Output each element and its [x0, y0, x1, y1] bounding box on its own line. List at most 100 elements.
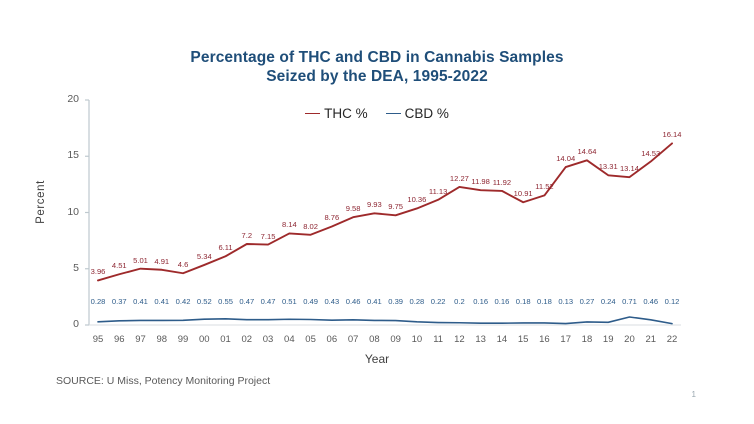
x-axis-tick-label: 95	[92, 334, 104, 345]
x-axis-tick-label: 18	[581, 334, 593, 345]
x-axis-tick-label: 01	[220, 334, 231, 345]
cbd-data-label: 0.13	[558, 297, 574, 306]
thc-data-label: 6.11	[218, 243, 233, 253]
thc-data-label: 10.91	[513, 189, 533, 199]
x-axis-tick-label: 96	[113, 334, 125, 345]
x-axis-tick-label: 10	[411, 334, 423, 345]
x-axis-tick-label: 15	[517, 334, 529, 345]
y-axis-tick-label: 0	[73, 318, 79, 330]
thc-data-label: 3.96	[90, 267, 106, 277]
thc-data-label: 13.14	[619, 164, 639, 174]
x-axis-tick-label: 08	[369, 334, 380, 345]
cbd-data-label: 0.41	[154, 297, 170, 306]
thc-data-label: 4.51	[111, 261, 127, 271]
thc-data-label: 16.14	[662, 130, 682, 140]
cbd-data-label: 0.12	[664, 297, 680, 306]
x-axis-tick-label: 17	[560, 334, 571, 345]
cbd-data-label: 0.39	[388, 297, 404, 306]
x-axis-tick-label: 16	[539, 334, 550, 345]
cbd-data-label: 0.28	[409, 297, 425, 306]
cbd-data-label: 0.46	[345, 297, 361, 306]
cbd-data-label: 0.55	[218, 297, 233, 306]
thc-line-series	[97, 142, 673, 282]
thc-data-label: 5.34	[196, 251, 212, 261]
y-axis-tick-label: 15	[67, 149, 79, 162]
thc-data-label: 11.52	[535, 182, 554, 192]
cbd-data-label: 0.47	[239, 297, 255, 306]
page-number: 1	[691, 390, 696, 399]
x-axis-tick-label: 98	[156, 334, 168, 345]
cbd-data-label: 0.37	[111, 297, 127, 306]
page-title: Percentage of THC and CBD in Cannabis Sa…	[0, 48, 754, 86]
x-axis-tick-label: 07	[347, 334, 359, 345]
x-axis-tick-label: 02	[241, 334, 253, 345]
x-axis-tick-label: 09	[390, 334, 401, 345]
x-axis-tick-label: 06	[326, 334, 338, 345]
x-axis-tick-label: 00	[198, 334, 210, 345]
thc-data-label: 11.13	[428, 186, 448, 196]
y-axis-tick-label: 5	[73, 261, 79, 274]
x-axis-tick-label: 19	[602, 334, 614, 345]
y-axis-tick-label: 10	[67, 205, 79, 218]
thc-data-label: 14.04	[556, 154, 576, 164]
cbd-data-label: 0.42	[175, 297, 191, 306]
cbd-line-series	[97, 316, 673, 325]
x-axis-title: Year	[364, 352, 390, 366]
cbd-data-label: 0.51	[281, 297, 297, 306]
thc-data-label: 14.64	[577, 147, 597, 157]
thc-data-label: 8.14	[281, 220, 297, 230]
thc-data-label: 4.6	[177, 260, 189, 270]
thc-data-label: 8.76	[324, 213, 340, 223]
chart-title-line-2: Seized by the DEA, 1995-2022	[266, 68, 488, 85]
chart-title-line-1: Percentage of THC and CBD in Cannabis Sa…	[190, 49, 564, 66]
thc-data-label: 7.2	[241, 231, 253, 240]
thc-data-label: 10.36	[407, 195, 427, 205]
x-axis-tick-label: 97	[135, 334, 146, 345]
cbd-data-label: 0.24	[600, 297, 616, 306]
thc-data-label: 7.15	[260, 231, 276, 241]
y-axis-tick-label: 20	[67, 93, 79, 105]
x-axis-tick-label: 99	[177, 334, 189, 345]
x-axis-tick-label: 05	[305, 334, 316, 345]
cbd-data-label: 0.49	[303, 297, 318, 306]
thc-data-label: 9.58	[345, 204, 361, 214]
x-axis-tick-label: 13	[475, 334, 486, 345]
thc-data-label: 12.27	[449, 173, 469, 183]
thc-data-label: 8.02	[303, 221, 318, 231]
thc-data-label: 5.01	[133, 255, 148, 265]
cbd-data-label: 0.43	[324, 297, 340, 306]
x-axis-tick-label: 22	[666, 334, 678, 345]
cbd-data-label: 0.71	[622, 297, 637, 306]
thc-data-label: 11.92	[492, 177, 512, 187]
cbd-data-label: 0.18	[515, 297, 531, 306]
cbd-data-label: 0.52	[196, 297, 212, 306]
cbd-data-label: 0.28	[90, 297, 106, 306]
cbd-data-label: 0.47	[260, 297, 276, 306]
cbd-data-label: 0.27	[579, 297, 595, 306]
x-axis-tick-label: 12	[454, 334, 465, 345]
x-axis-tick-label: 11	[433, 334, 444, 345]
thc-data-label: 9.75	[388, 202, 404, 212]
cbd-data-label: 0.41	[133, 297, 148, 306]
thc-data-label: 14.53	[641, 148, 661, 158]
thc-data-label: 11.98	[471, 177, 490, 187]
cbd-data-label: 0.2	[454, 297, 465, 306]
x-axis-tick-label: 14	[496, 334, 508, 345]
thc-data-label: 9.93	[366, 200, 382, 210]
source-note: SOURCE: U Miss, Potency Monitoring Proje…	[56, 375, 271, 387]
cbd-data-label: 0.16	[494, 297, 510, 306]
cbd-data-label: 0.46	[643, 297, 659, 306]
x-axis-tick-label: 03	[262, 334, 274, 345]
thc-data-label: 13.31	[598, 162, 618, 172]
x-axis-tick-label: 20	[624, 334, 635, 345]
cbd-data-label: 0.22	[430, 297, 446, 306]
y-axis-title: Percent	[35, 180, 47, 224]
x-axis-tick-label: 04	[284, 334, 295, 345]
cbd-data-label: 0.16	[473, 297, 489, 306]
cbd-data-label: 0.41	[366, 297, 382, 306]
x-axis-tick-label: 21	[645, 334, 657, 345]
cbd-data-label: 0.18	[537, 297, 552, 306]
